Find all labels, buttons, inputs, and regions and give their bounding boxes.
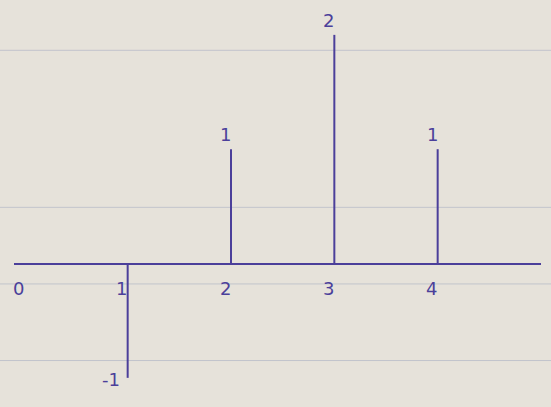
- svg-text:2: 2: [323, 10, 334, 31]
- svg-text:4: 4: [426, 278, 437, 299]
- svg-text:1: 1: [116, 278, 127, 299]
- svg-text:3: 3: [323, 278, 334, 299]
- svg-text:1: 1: [220, 124, 231, 145]
- svg-text:1: 1: [427, 124, 438, 145]
- svg-text:0: 0: [13, 278, 24, 299]
- svg-text:2: 2: [220, 278, 231, 299]
- svg-text:-1: -1: [102, 369, 120, 390]
